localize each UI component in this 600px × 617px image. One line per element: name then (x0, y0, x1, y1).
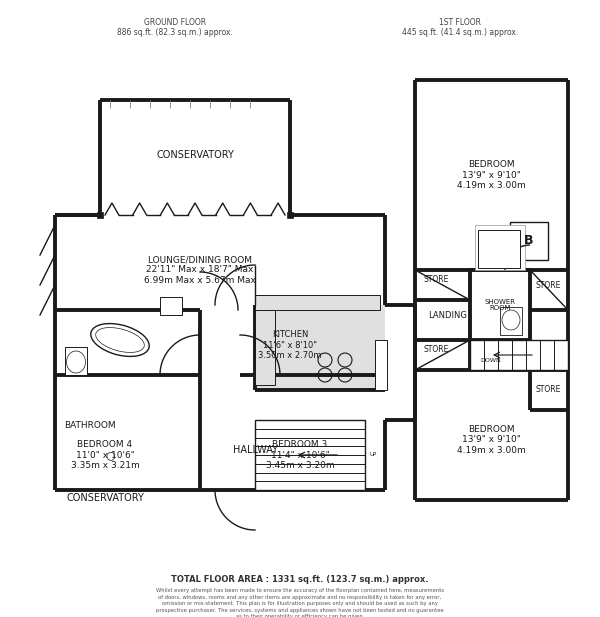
Text: HALLWAY: HALLWAY (233, 445, 277, 455)
Text: SHOWER
ROOM: SHOWER ROOM (485, 299, 515, 312)
Ellipse shape (95, 328, 145, 352)
Text: CONSERVATORY: CONSERVATORY (156, 150, 234, 160)
Bar (478, 230, 520, 268)
Bar (255, 295, 380, 310)
Bar (470, 340, 568, 370)
Text: LANDING: LANDING (428, 310, 467, 320)
Text: STORE: STORE (424, 346, 449, 355)
Ellipse shape (91, 323, 149, 357)
Bar (255, 420, 365, 490)
Text: STORE: STORE (424, 276, 449, 284)
Ellipse shape (502, 310, 520, 330)
Text: BATHROOM: BATHROOM (64, 421, 116, 429)
Text: CONSERVATORY: CONSERVATORY (66, 493, 144, 503)
Text: BEDROOM
13'9" x 9'10"
4.19m x 3.00m: BEDROOM 13'9" x 9'10" 4.19m x 3.00m (457, 160, 526, 190)
Bar (475, 225, 525, 270)
Bar (287, 212, 293, 218)
Bar (500, 307, 522, 335)
Text: BEDROOM 4
11'0" x 10'6"
3.35m x 3.21m: BEDROOM 4 11'0" x 10'6" 3.35m x 3.21m (71, 440, 139, 470)
Bar (160, 297, 182, 315)
Text: Whilst every attempt has been made to ensure the accuracy of the floorplan conta: Whilst every attempt has been made to en… (156, 588, 444, 617)
Text: 1ST FLOOR
445 sq.ft. (41.4 sq.m.) approx.: 1ST FLOOR 445 sq.ft. (41.4 sq.m.) approx… (402, 18, 518, 38)
Text: TOTAL FLOOR AREA : 1331 sq.ft. (123.7 sq.m.) approx.: TOTAL FLOOR AREA : 1331 sq.ft. (123.7 sq… (171, 575, 429, 584)
Text: BEDROOM
13'9" x 9'10"
4.19m x 3.00m: BEDROOM 13'9" x 9'10" 4.19m x 3.00m (457, 425, 526, 455)
Text: BEDROOM 3
11'4" x 10'6"
3.45m x 3.20m: BEDROOM 3 11'4" x 10'6" 3.45m x 3.20m (266, 440, 334, 470)
Text: ○: ○ (105, 450, 115, 460)
Bar (255, 305, 385, 390)
Bar (375, 340, 387, 390)
Text: KITCHEN
11'6" x 8'10"
3.50m x 2.70m: KITCHEN 11'6" x 8'10" 3.50m x 2.70m (258, 330, 322, 360)
Text: STORE: STORE (535, 386, 560, 394)
Ellipse shape (67, 351, 86, 373)
Bar (255, 305, 275, 385)
Text: B: B (524, 234, 534, 247)
Bar (65, 347, 87, 375)
Text: LOUNGE/DINING ROOM
22'11" Max x 18'7" Max
6.99m Max x 5.67m Max: LOUNGE/DINING ROOM 22'11" Max x 18'7" Ma… (144, 255, 256, 285)
Text: UP: UP (370, 452, 377, 457)
Bar (97, 212, 103, 218)
Text: STORE: STORE (535, 281, 560, 289)
Text: GROUND FLOOR
886 sq.ft. (82.3 sq.m.) approx.: GROUND FLOOR 886 sq.ft. (82.3 sq.m.) app… (117, 18, 233, 38)
Bar (510, 222, 548, 260)
Text: DOWN: DOWN (480, 357, 501, 363)
